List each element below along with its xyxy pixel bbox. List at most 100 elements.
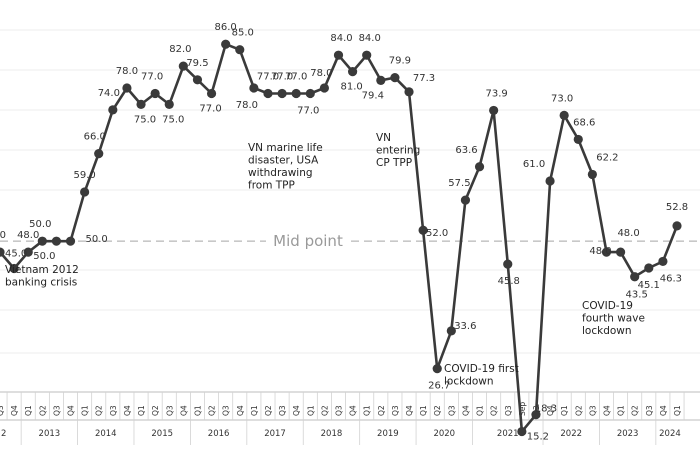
quarter-tick-label: Q1 <box>193 405 202 416</box>
annotation-line: withdrawing <box>248 167 313 179</box>
year-label: 2016 <box>208 429 230 439</box>
annotation: VN entering CP TPP <box>376 132 420 169</box>
data-label: 18.3 <box>535 404 557 415</box>
data-point <box>192 75 203 85</box>
data-label: 61.0 <box>523 159 545 170</box>
annotation: Vietnam 2012 banking crisis <box>5 264 79 289</box>
data-label: 77.0 <box>257 71 279 82</box>
data-point <box>23 247 33 257</box>
year-label: 2014 <box>95 429 117 439</box>
quarter-tick-label: Q1 <box>24 405 33 416</box>
quarter-tick-label: Q2 <box>377 405 386 416</box>
data-label: 63.6 <box>455 145 477 156</box>
data-label: 77.0 <box>141 71 163 82</box>
data-label: 77.0 <box>285 71 307 82</box>
data-point <box>559 110 569 120</box>
x-axis: Q3 Q4 Q1 Q2 Q3 Q4 Q1 Q2 Q3 Q4 Q1 Q2 Q3 Q4 Q1 Q2 Q3 Q4 Q1 Q2… <box>0 391 700 445</box>
annotation-line: from TPP <box>248 180 295 192</box>
data-point <box>319 83 329 93</box>
quarter-tick-label: Q1 <box>476 405 485 416</box>
data-point <box>37 236 47 246</box>
quarter-tick-label: Q2 <box>264 405 273 416</box>
annotation-line: fourth wave <box>582 313 645 325</box>
series-line-group <box>0 39 682 437</box>
data-label: 68.6 <box>573 117 595 128</box>
midpoint-label: Mid point <box>273 232 343 250</box>
data-label: 15.2 <box>527 432 549 443</box>
midpoint-label-background <box>266 232 350 251</box>
data-point <box>573 134 583 145</box>
quarter-tick-label: Q3 <box>109 405 118 416</box>
quarter-tick-label: Q1 <box>363 405 372 416</box>
quarter-tick-label: Q3 <box>278 405 287 416</box>
data-label: 46.3 <box>660 273 682 284</box>
annotation-line: lockdown <box>582 325 632 337</box>
data-label: 45.1 <box>638 280 660 291</box>
quarter-tick-label: Sep <box>518 402 527 416</box>
data-label: 48.0 <box>17 230 39 241</box>
data-label: 75.0 <box>134 114 156 125</box>
data-point <box>333 50 344 60</box>
data-label: 86.0 <box>215 22 237 33</box>
quarter-tick-label: Q4 <box>292 405 301 416</box>
year-label: 2018 <box>321 429 343 439</box>
data-point <box>489 105 499 116</box>
data-point <box>460 195 471 205</box>
data-point <box>615 247 626 257</box>
annotation-line: COVID-19 <box>582 300 633 312</box>
data-point <box>587 169 597 180</box>
data-label: 75.0 <box>162 114 184 125</box>
quarter-tick-label: Q1 <box>137 405 146 416</box>
quarter-tick-label: Q2 <box>631 405 640 416</box>
quarter-tick-label: Q1 <box>673 405 682 416</box>
year-label: 2021 <box>497 429 519 439</box>
quarter-tick-label: Q4 <box>123 405 132 416</box>
data-point <box>404 87 414 97</box>
data-point <box>305 88 315 99</box>
quarter-tick-label: Q2 <box>151 405 160 416</box>
data-point <box>150 88 160 99</box>
quarter-tick-label: Q4 <box>659 405 668 416</box>
quarter-tick-label: Q4 <box>349 405 358 416</box>
data-label: 52.8 <box>666 202 688 213</box>
quarter-tick-label: Q1 <box>81 405 90 416</box>
annotation-line: COVID-19 first <box>444 363 519 375</box>
data-label: 62.2 <box>596 152 618 163</box>
data-label: 79.4 <box>362 90 384 101</box>
quarter-tick-label: Q1 <box>419 405 428 416</box>
data-point <box>263 88 273 99</box>
data-point <box>9 263 19 274</box>
data-label: 77.0 <box>297 105 319 116</box>
quarter-tick-label: Q3 <box>645 405 654 416</box>
quarter-tick-label: Q2 <box>95 405 104 416</box>
quarter-tick-label: Q3 <box>165 405 174 416</box>
quarter-tick-label: Q4 <box>67 405 76 416</box>
data-label: 81.0 <box>340 82 362 93</box>
quarter-tick-label: Q3 <box>447 405 456 416</box>
year-label: 2019 <box>377 429 399 439</box>
annotation-line: lockdown <box>444 376 494 388</box>
year-label: 2020 <box>433 429 455 439</box>
data-point <box>178 61 188 71</box>
data-label: 48.0 <box>589 246 611 257</box>
data-point <box>672 221 682 231</box>
quarter-tick-label: Q4 <box>405 405 414 416</box>
annotation-line: Vietnam 2012 <box>5 264 79 276</box>
quarter-tick-label: Q3 <box>391 405 400 416</box>
data-point <box>249 83 259 93</box>
year-label: 2022 <box>560 429 582 439</box>
data-label: 57.5 <box>448 178 470 189</box>
quarter-tick-label: Q4 <box>179 405 188 416</box>
annotation-line: entering <box>376 145 420 157</box>
data-point <box>545 176 555 186</box>
data-point <box>0 247 5 257</box>
data-label: 84.0 <box>330 33 352 44</box>
data-label: 8.0 <box>0 230 6 241</box>
data-point <box>503 259 513 269</box>
midpoint-reference: Mid point <box>0 232 700 251</box>
quarter-tick-label: Q2 <box>433 405 442 416</box>
data-point <box>94 149 104 159</box>
quarter-tick-label: Q2 <box>574 405 583 416</box>
quarter-tick-label: Q2 <box>320 405 329 416</box>
year-label: 2017 <box>264 429 286 439</box>
